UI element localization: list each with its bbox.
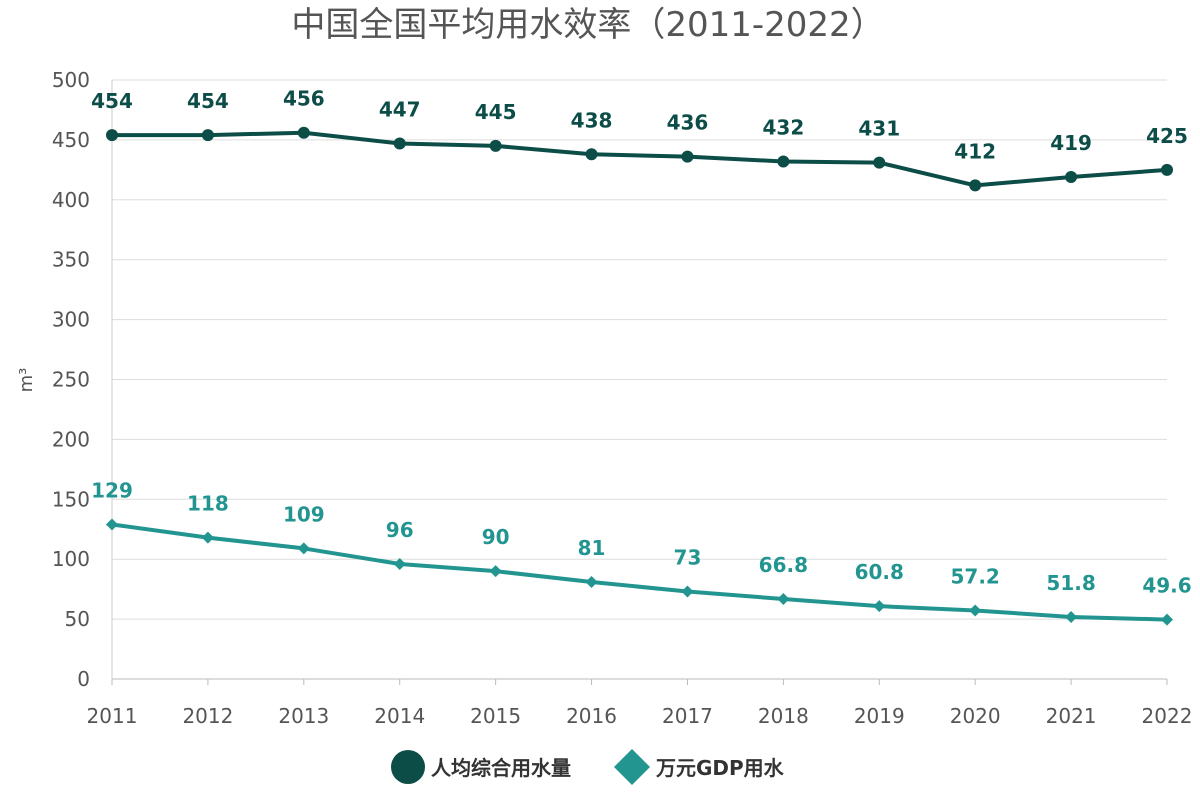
data-label: 129 (91, 478, 133, 502)
data-label: 447 (379, 97, 421, 121)
x-tick-label: 2012 (182, 704, 233, 728)
x-axis-ticks: 2011 2012 2013 2014 2015 2016 2017 2018 2019 2020… (87, 679, 1193, 728)
data-point (585, 148, 598, 161)
data-label: 431 (858, 117, 900, 141)
y-axis-ticks: 0 50 100 150 200 250 300 350 400 450 500 (52, 68, 90, 691)
data-point (201, 129, 214, 142)
data-labels: 454 454 456 447 445 438 436 432 431 412 419 425 129 1… (91, 87, 1192, 598)
x-tick-label: 2016 (566, 704, 617, 728)
legend: 人均综合用水量 万元GDP用水 (391, 749, 785, 785)
data-point (873, 156, 886, 169)
data-point (777, 155, 790, 168)
data-point (393, 137, 406, 150)
data-point (873, 600, 886, 613)
data-point (297, 126, 310, 139)
y-axis-label: m³ (16, 368, 37, 393)
x-tick-label: 2013 (278, 704, 329, 728)
data-point (489, 139, 502, 152)
gridlines (111, 79, 1167, 680)
x-tick-label: 2014 (374, 704, 425, 728)
y-tick-label: 200 (52, 427, 90, 451)
data-point (585, 575, 598, 588)
data-label: 456 (283, 87, 325, 111)
data-point (1161, 163, 1173, 176)
x-tick-label: 2019 (854, 704, 905, 728)
y-tick-label: 350 (52, 248, 90, 272)
data-label: 454 (187, 89, 229, 113)
data-label: 57.2 (951, 564, 1000, 588)
data-point (106, 518, 118, 531)
series-line (110, 130, 1169, 188)
x-tick-label: 2011 (87, 704, 138, 728)
y-tick-label: 0 (77, 667, 90, 691)
data-label: 425 (1146, 124, 1188, 148)
data-label: 419 (1050, 131, 1092, 155)
data-point (393, 557, 406, 570)
data-label: 73 (674, 546, 702, 570)
data-label: 109 (283, 502, 325, 526)
legend-marker-diamond (614, 749, 650, 785)
data-point (1065, 171, 1078, 184)
y-tick-label: 50 (65, 607, 90, 631)
legend-label: 人均综合用水量 (431, 756, 571, 780)
data-point (489, 565, 502, 578)
data-point (201, 531, 214, 544)
data-label: 60.8 (855, 560, 904, 584)
data-label: 90 (482, 525, 510, 549)
data-point (777, 592, 790, 605)
legend-label: 万元GDP用水 (655, 756, 785, 780)
data-label: 432 (762, 115, 804, 139)
data-point (969, 179, 982, 192)
y-tick-label: 150 (52, 487, 90, 511)
x-tick-label: 2017 (662, 704, 713, 728)
data-point (681, 585, 694, 598)
x-tick-label: 2021 (1046, 704, 1097, 728)
x-tick-label: 2022 (1142, 704, 1193, 728)
y-tick-label: 300 (52, 308, 90, 332)
legend-marker-circle (391, 750, 425, 784)
x-tick-label: 2020 (950, 704, 1001, 728)
data-point (297, 542, 310, 555)
data-label: 412 (954, 139, 996, 163)
data-label: 66.8 (759, 553, 808, 577)
data-label: 96 (386, 518, 414, 542)
data-label: 445 (475, 100, 517, 124)
data-label: 436 (667, 111, 709, 135)
y-tick-label: 450 (52, 128, 90, 152)
y-tick-label: 100 (52, 547, 90, 571)
y-tick-label: 250 (52, 368, 90, 392)
y-tick-label: 500 (52, 68, 90, 92)
chart-title: 中国全国平均用水效率（2011-2022） (291, 5, 884, 45)
data-label: 51.8 (1046, 571, 1095, 595)
x-tick-label: 2018 (758, 704, 809, 728)
x-tick-label: 2015 (470, 704, 521, 728)
data-label: 438 (571, 108, 613, 132)
data-label: 454 (91, 89, 133, 113)
data-label: 81 (578, 536, 606, 560)
data-point (969, 604, 982, 617)
data-point (1161, 613, 1173, 626)
series-layer (106, 126, 1173, 626)
data-point (681, 150, 694, 163)
y-tick-label: 400 (52, 188, 90, 212)
series-line (110, 522, 1169, 622)
data-label: 49.6 (1142, 574, 1191, 598)
data-point (1065, 610, 1078, 623)
data-label: 118 (187, 492, 229, 516)
data-point (106, 129, 118, 142)
